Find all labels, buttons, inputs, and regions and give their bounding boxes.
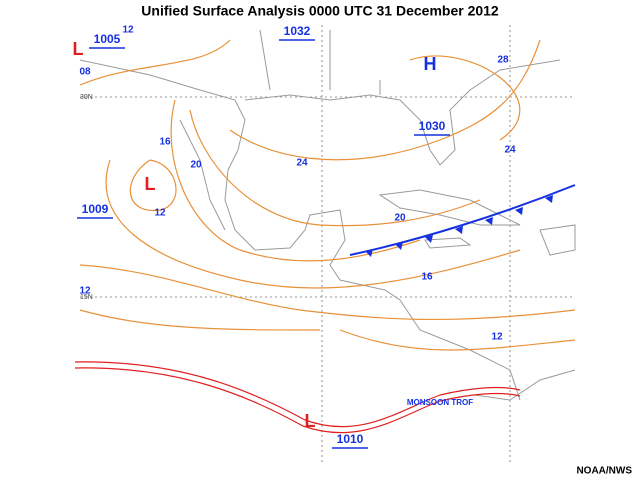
isobar-label: 16 [159, 137, 171, 148]
isobars [79, 39, 576, 351]
graticule [80, 25, 575, 465]
isobar-label: 12 [79, 286, 91, 297]
center-pressure: 1009 [82, 202, 109, 216]
isobar-label: 12 [491, 332, 503, 343]
isobar-label: 20 [190, 160, 202, 171]
map-title: Unified Surface Analysis 0000 UTC 31 Dec… [141, 3, 499, 19]
center-pressure: 1005 [94, 32, 121, 46]
center-letter: H [424, 54, 437, 74]
center-letter: L [145, 174, 156, 194]
front-label: MONSOON TROF [407, 398, 473, 407]
center-pressure: 1030 [419, 119, 446, 133]
isobar-label: 20 [394, 213, 406, 224]
isobar-label: 16 [421, 272, 433, 283]
isobar-label: 08 [79, 67, 91, 78]
latitude-label: 15N [80, 294, 93, 301]
isobar-label: 24 [296, 158, 308, 169]
center-letter: L [73, 39, 84, 59]
center-pressure: 1032 [284, 24, 311, 38]
isobar-label: 12 [122, 25, 134, 36]
coastlines [79, 29, 576, 401]
latitude-label: 30N [80, 94, 93, 101]
center-pressure: 1010 [337, 432, 364, 446]
monsoon-trough [74, 361, 521, 434]
cold-front [349, 184, 576, 257]
isobar-label: 12 [154, 208, 166, 219]
center-letter: L [305, 411, 316, 431]
isobar-label: 28 [497, 55, 509, 66]
isobar-label: 24 [504, 145, 516, 156]
credit: NOAA/NWS [576, 466, 632, 477]
